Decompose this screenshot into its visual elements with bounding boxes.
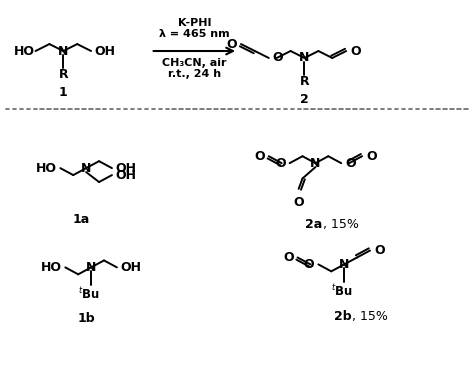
Text: 2b: 2b [334, 309, 352, 322]
Text: K-PHI: K-PHI [178, 18, 211, 28]
Text: O: O [374, 244, 384, 257]
Text: 1: 1 [59, 86, 68, 99]
Text: λ = 465 nm: λ = 465 nm [159, 29, 229, 39]
Text: O: O [304, 258, 314, 271]
Text: O: O [350, 45, 361, 58]
Text: O: O [273, 52, 283, 65]
Text: O: O [275, 157, 286, 170]
Text: O: O [345, 157, 356, 170]
Text: OH: OH [120, 261, 141, 274]
Text: O: O [283, 251, 293, 264]
Text: R: R [58, 68, 68, 81]
Text: O: O [254, 150, 265, 163]
Text: $^t$Bu: $^t$Bu [78, 286, 100, 302]
Text: O: O [227, 37, 237, 50]
Text: 1b: 1b [77, 312, 95, 325]
Text: CH₃CN, air: CH₃CN, air [162, 58, 227, 68]
Text: OH: OH [115, 162, 136, 175]
Text: 1a: 1a [73, 213, 90, 226]
Text: 2a: 2a [305, 218, 323, 231]
Text: HO: HO [36, 162, 57, 175]
Text: 2: 2 [300, 93, 309, 106]
Text: , 15%: , 15% [352, 309, 388, 322]
Text: HO: HO [14, 45, 35, 58]
Text: N: N [310, 157, 320, 170]
Text: HO: HO [41, 261, 62, 274]
Text: N: N [86, 261, 96, 274]
Text: O: O [293, 196, 304, 209]
Text: $^t$Bu: $^t$Bu [331, 283, 353, 299]
Text: OH: OH [115, 168, 136, 181]
Text: N: N [299, 52, 310, 65]
Text: N: N [81, 162, 91, 175]
Text: , 15%: , 15% [323, 218, 359, 231]
Text: OH: OH [94, 45, 115, 58]
Text: N: N [339, 258, 349, 271]
Text: R: R [300, 75, 310, 88]
Text: O: O [366, 150, 377, 163]
Text: r.t., 24 h: r.t., 24 h [168, 69, 221, 79]
Text: N: N [58, 45, 69, 58]
